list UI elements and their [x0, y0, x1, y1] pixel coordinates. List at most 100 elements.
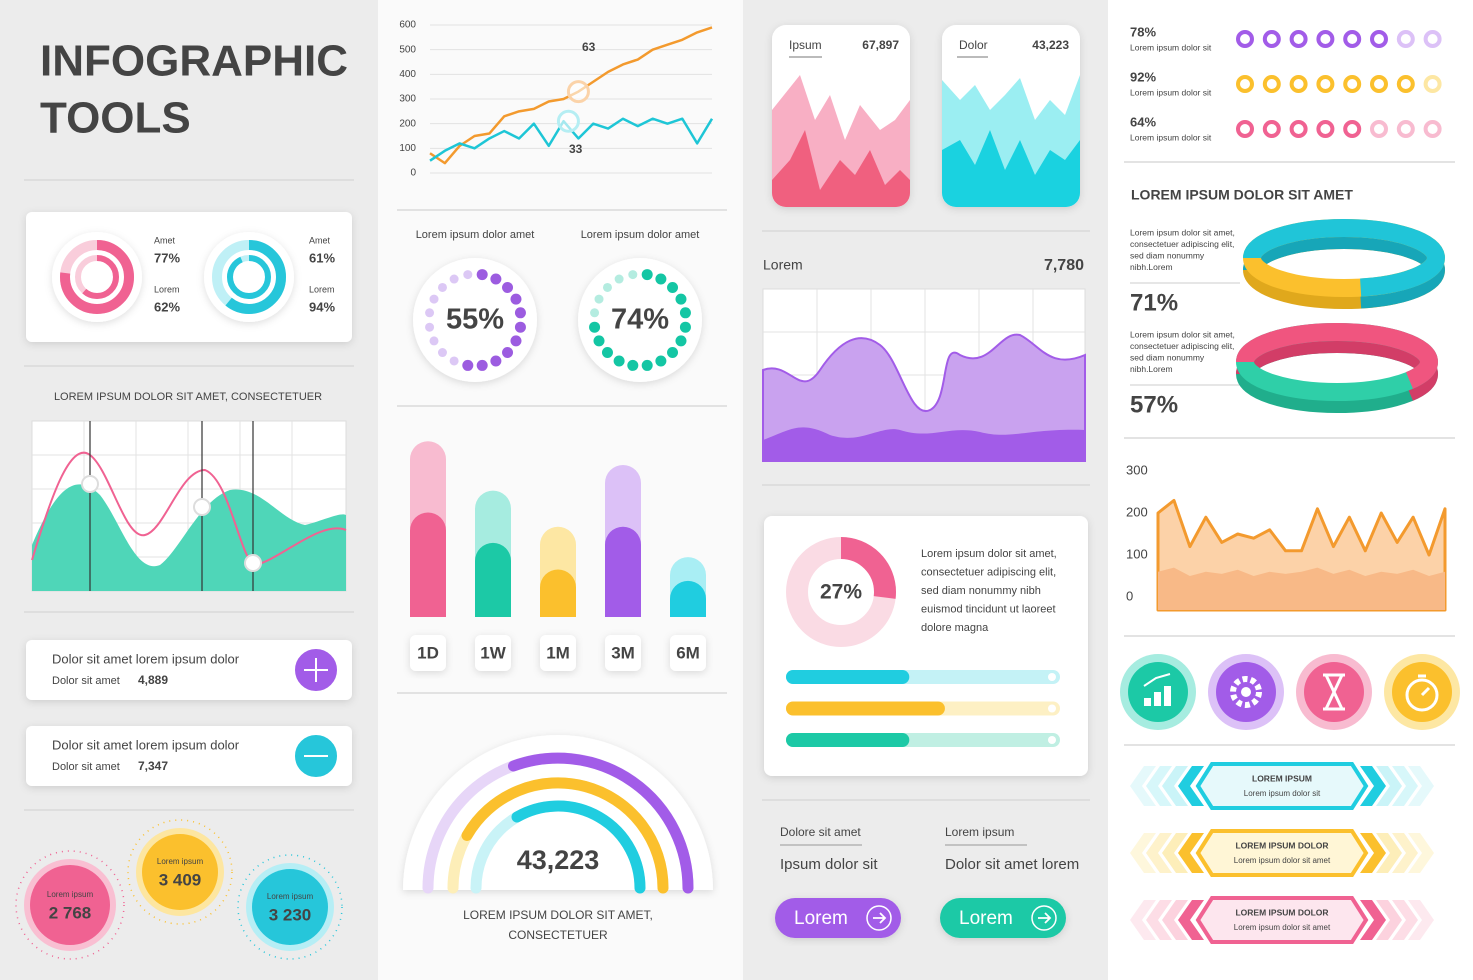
- icon-glyph: [1418, 674, 1431, 697]
- bar: [410, 512, 446, 617]
- y-tick-label: 300: [399, 94, 416, 105]
- button-arrow: [1031, 905, 1057, 931]
- tick-box: [475, 635, 511, 671]
- x-tick-label: 3M: [611, 643, 635, 662]
- stat-button[interactable]: [293, 647, 339, 693]
- ring-text: consectetuer adipiscing elit,: [1130, 239, 1234, 249]
- chevron: [1392, 766, 1418, 806]
- x-tick-label: 6M: [676, 643, 700, 662]
- icon-button[interactable]: [1384, 654, 1460, 730]
- button[interactable]: Lorem: [940, 898, 1066, 938]
- icon-circle[interactable]: [1392, 662, 1452, 722]
- dot: [1289, 75, 1308, 93]
- chevron: [1162, 766, 1188, 806]
- chevron: [1130, 833, 1156, 873]
- dot: [514, 307, 526, 319]
- ring-arc: [60, 240, 134, 314]
- button-bg[interactable]: [940, 898, 1066, 938]
- chevron: [1130, 900, 1156, 940]
- chevron: [1392, 833, 1418, 873]
- donut-arc: [786, 537, 896, 647]
- icon-button[interactable]: [1296, 654, 1372, 730]
- ring-3d-value: [1236, 323, 1438, 401]
- button-arrow: [1038, 912, 1052, 924]
- dot: [1343, 75, 1362, 93]
- ribbon: [1195, 829, 1369, 877]
- dot: [1316, 75, 1335, 93]
- dot: [463, 270, 473, 280]
- y-tick-label: 0: [410, 168, 416, 179]
- progress-knob: [1048, 673, 1056, 681]
- stat-title: Dolor sit amet lorem ipsum dolor: [52, 651, 240, 666]
- dot: [437, 282, 447, 292]
- dot: [1343, 120, 1362, 138]
- card-text: consectetuer adipiscing elit,: [921, 566, 1056, 578]
- ribbon-subtitle: Lorem ipsum dolor sit amet: [1234, 923, 1331, 932]
- tick-box: [605, 635, 641, 671]
- dot: [1289, 120, 1308, 138]
- link-text: Ipsum dolor sit: [780, 856, 878, 873]
- wave-title: LOREM IPSUM DOLOR SIT AMET, CONSECTETUER: [54, 391, 322, 403]
- dot: [1262, 75, 1281, 93]
- card-text: sed diam nonummy nibh: [921, 585, 1041, 597]
- stat-card: [26, 726, 352, 786]
- dot: [667, 347, 679, 359]
- button[interactable]: Lorem: [775, 898, 901, 938]
- row-value: 92%: [1130, 69, 1156, 84]
- y-tick-label: 200: [1126, 504, 1148, 519]
- section-title: LOREM IPSUM DOLOR SIT AMET: [1131, 187, 1353, 203]
- icon-button[interactable]: [1120, 654, 1196, 730]
- area: [1158, 567, 1445, 610]
- dot: [655, 273, 667, 285]
- icon-glyph: [1143, 673, 1171, 687]
- stat-button[interactable]: [293, 733, 339, 779]
- dot: [679, 307, 691, 319]
- dot: [1343, 30, 1362, 48]
- icon-glyph: [1323, 673, 1345, 711]
- bars: [410, 441, 706, 617]
- y-tick-label: 500: [399, 44, 416, 55]
- donut-value: 55%: [446, 304, 504, 336]
- stat-label: Dolor sit amet: [52, 675, 120, 687]
- chevron: [1162, 833, 1188, 873]
- donut-value: 27%: [820, 581, 862, 604]
- card-label: Dolor: [959, 38, 988, 52]
- card-text: Lorem ipsum dolor sit amet,: [921, 548, 1057, 560]
- ring-text: sed diam nonummy: [1130, 352, 1205, 362]
- annotation: 33: [569, 142, 583, 156]
- icon-button[interactable]: [1208, 654, 1284, 730]
- ring-label: Lorem: [309, 284, 335, 294]
- chevron: [1408, 900, 1434, 940]
- dot: [593, 335, 605, 347]
- dot: [476, 269, 488, 281]
- annotation: 63: [582, 40, 596, 54]
- column-bg: [1108, 0, 1473, 980]
- dot: [510, 335, 522, 347]
- ribbon-title: LOREM IPSUM DOLOR: [1235, 840, 1328, 850]
- button-bg[interactable]: [775, 898, 901, 938]
- button-label[interactable]: Lorem: [959, 908, 1013, 929]
- bubble: [30, 865, 110, 945]
- y-tick-label: 400: [399, 69, 416, 80]
- chevron: [1392, 900, 1418, 940]
- dot: [476, 359, 488, 371]
- gauge-value: 43,223: [517, 845, 600, 875]
- button-arrow: [866, 905, 892, 931]
- button-label[interactable]: Lorem: [794, 908, 848, 929]
- ribbon-subtitle: Lorem ipsum dolor sit amet: [1234, 856, 1331, 865]
- gauge-caption: CONSECTETUER: [508, 928, 608, 942]
- dot: [1236, 75, 1254, 93]
- ring-value: 61%: [309, 250, 335, 265]
- y-tick-label: 0: [1126, 588, 1133, 603]
- dot: [1423, 30, 1442, 48]
- dot: [502, 281, 514, 293]
- chart-value: 7,780: [1044, 257, 1084, 274]
- chevron: [1130, 766, 1156, 806]
- bubble-value: 3 409: [159, 870, 202, 889]
- bubble-dots: [127, 819, 233, 925]
- dot: [641, 359, 653, 371]
- dot: [449, 356, 459, 366]
- ring-text: sed diam nonummy: [1130, 250, 1205, 260]
- ring-text: consectetuer adipiscing elit,: [1130, 341, 1234, 351]
- dot: [667, 281, 679, 293]
